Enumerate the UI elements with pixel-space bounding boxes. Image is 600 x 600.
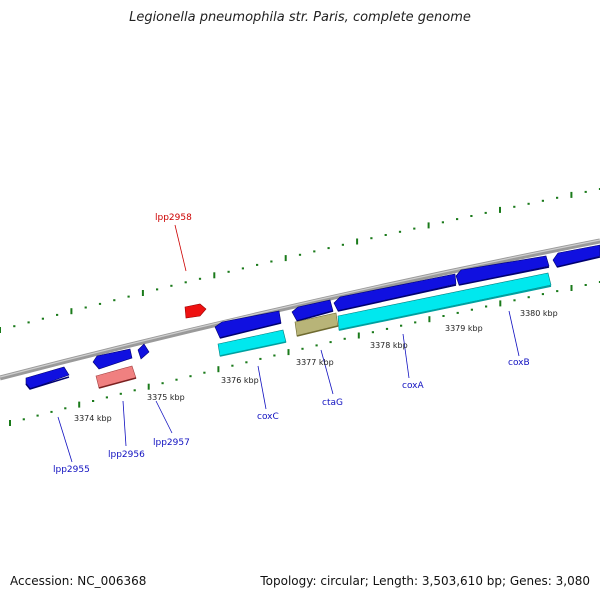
feature-lpp2956-rna[interactable] bbox=[95, 365, 137, 389]
feature-lpp2955[interactable] bbox=[25, 366, 70, 390]
feature-ctaG-rna[interactable] bbox=[294, 312, 339, 337]
gene-label-lpp2957[interactable]: lpp2957 bbox=[153, 438, 190, 448]
feature-coxA[interactable] bbox=[333, 273, 457, 312]
feature-coxB[interactable] bbox=[455, 255, 550, 286]
feature-next-gene[interactable] bbox=[552, 244, 600, 268]
tick-label-3376: 3376 kbp bbox=[221, 376, 259, 385]
label-leaders bbox=[57, 224, 520, 463]
outer-ruler bbox=[0, 188, 600, 333]
feature-lpp2958[interactable] bbox=[184, 303, 207, 319]
tick-label-3377: 3377 kbp bbox=[296, 358, 334, 367]
tick-label-3379: 3379 kbp bbox=[445, 324, 483, 333]
gene-label-coxC[interactable]: coxC bbox=[257, 412, 279, 422]
feature-coxC-rna[interactable] bbox=[217, 329, 287, 357]
feature-ctaG[interactable] bbox=[291, 299, 334, 322]
gene-label-ctaG[interactable]: ctaG bbox=[322, 398, 343, 408]
gene-label-lpp2958[interactable]: lpp2958 bbox=[155, 213, 192, 223]
feature-lpp2957[interactable] bbox=[137, 343, 150, 360]
tick-label-3374: 3374 kbp bbox=[74, 414, 112, 423]
feature-lpp2956[interactable] bbox=[92, 348, 133, 370]
tick-label-3375: 3375 kbp bbox=[147, 393, 185, 402]
gene-label-lpp2955[interactable]: lpp2955 bbox=[53, 465, 90, 475]
feature-coxA-rna[interactable] bbox=[337, 272, 552, 331]
gene-label-coxB[interactable]: coxB bbox=[508, 358, 530, 368]
genome-stats: Topology: circular; Length: 3,503,610 bp… bbox=[260, 574, 590, 588]
map-title: Legionella pneumophila str. Paris, compl… bbox=[129, 10, 471, 25]
accession-label: Accession: NC_006368 bbox=[10, 574, 147, 588]
tick-label-3380: 3380 kbp bbox=[520, 309, 558, 318]
feature-coxC[interactable] bbox=[214, 310, 282, 339]
tick-label-3378: 3378 kbp bbox=[370, 341, 408, 350]
gene-label-lpp2956[interactable]: lpp2956 bbox=[108, 450, 145, 460]
inner-ruler bbox=[9, 281, 600, 426]
genome-backbone bbox=[0, 238, 600, 381]
gene-label-coxA[interactable]: coxA bbox=[402, 381, 425, 391]
